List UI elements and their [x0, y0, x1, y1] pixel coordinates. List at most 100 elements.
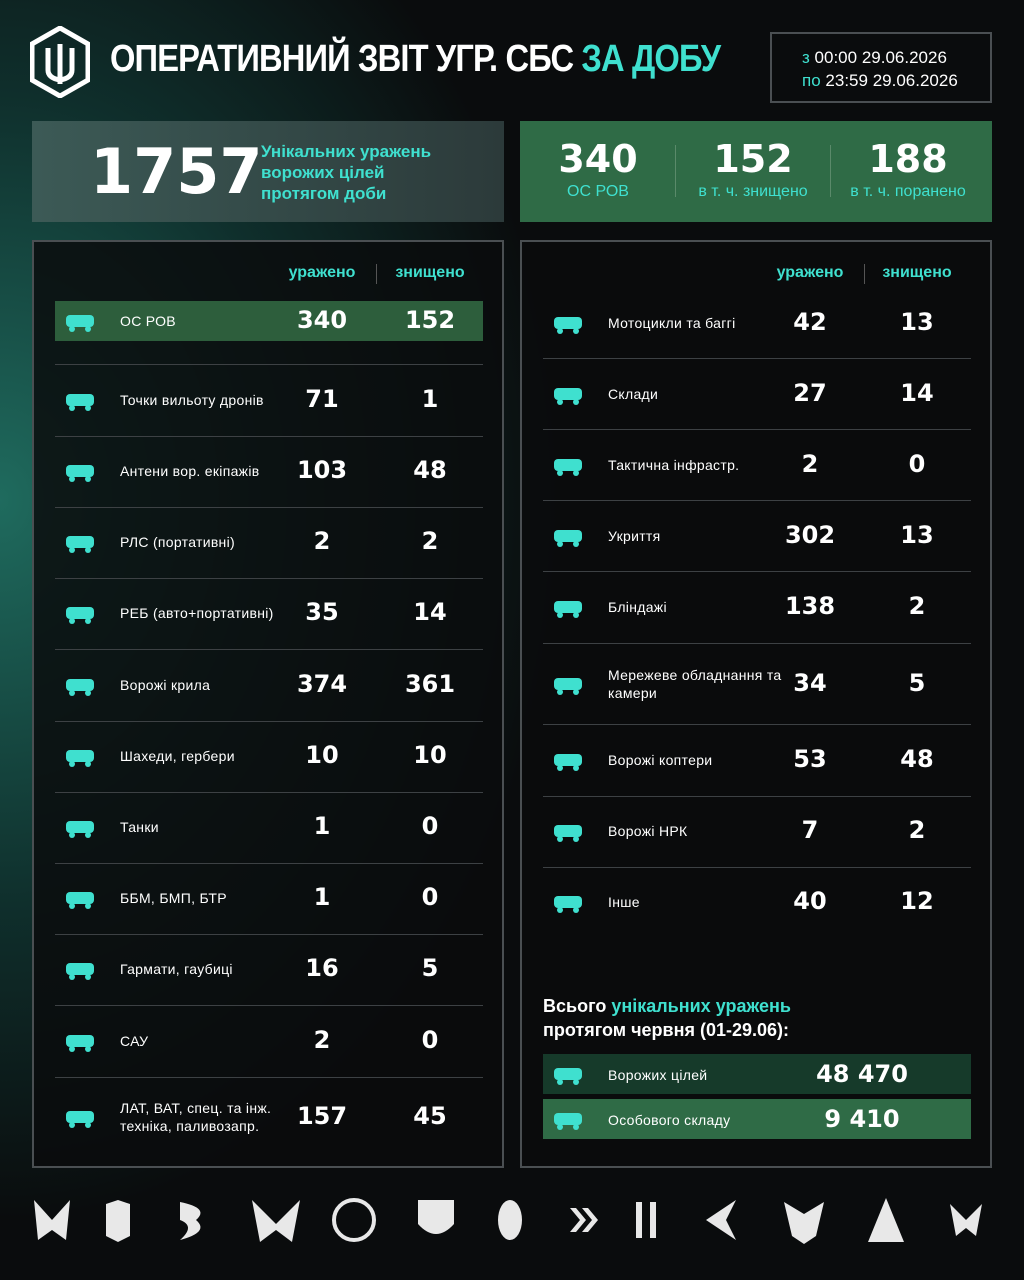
- row-icon: [554, 601, 582, 618]
- row-label: Мережеве обладнання та камери: [608, 667, 782, 701]
- row-hit: 35: [305, 598, 339, 626]
- row-separator: [55, 649, 483, 650]
- heading-part: Всього: [543, 996, 607, 1016]
- row-label: Укриття: [608, 528, 661, 544]
- heading-part: унікальних уражень: [611, 996, 791, 1016]
- row-destroyed: 13: [900, 308, 934, 336]
- total-box: 1757 Унікальних уражень ворожих цілей пр…: [32, 121, 504, 222]
- row-separator: [543, 358, 971, 359]
- left-panel: уражено знищено ОС РОВ 340 152 Точки вильоту …: [32, 240, 504, 1168]
- totals-label: Ворожих цілей: [608, 1067, 708, 1083]
- row-icon: [554, 825, 582, 842]
- personnel-box: 340 ОС РОВ 152 в т. ч. знищено 188 в т. ч. по…: [520, 121, 992, 222]
- row-label: РЕБ (авто+портативні): [120, 605, 274, 621]
- row-hit: 42: [793, 308, 827, 336]
- row-hit: 374: [296, 670, 348, 698]
- column-header: знищено: [882, 264, 952, 281]
- right-panel: уражено знищено Мотоцикли та баггі 42 13 Скла…: [520, 240, 992, 1168]
- row-icon: [66, 607, 94, 624]
- row-label: Тактична інфрастр.: [608, 457, 740, 473]
- row-icon: [66, 1111, 94, 1128]
- row-icon: [554, 896, 582, 913]
- row-hit: 10: [305, 741, 339, 769]
- row-label: Гармати, гаубиці: [120, 961, 233, 977]
- personnel-value: 152: [713, 137, 793, 181]
- column-header: уражено: [288, 264, 356, 281]
- row-separator: [543, 643, 971, 644]
- row-label: Ворожі крила: [120, 677, 211, 693]
- row-label: Точки вильоту дронів: [120, 392, 264, 408]
- row-hit: 103: [296, 456, 348, 484]
- row-hit: 34: [793, 669, 827, 697]
- row-label: Ворожі НРК: [608, 823, 688, 839]
- row-label: Шахеди, гербери: [120, 748, 235, 764]
- row-icon: [66, 315, 94, 332]
- row-separator: [543, 429, 971, 430]
- row-icon: [554, 459, 582, 476]
- row-label: Антени вор. екіпажів: [120, 463, 260, 479]
- row-icon: [66, 963, 94, 980]
- divider: [675, 145, 676, 197]
- row-destroyed: 13: [900, 521, 934, 549]
- row-label: ЛАТ, ВАТ, спец. та інж. техніка, паливоз…: [120, 1100, 272, 1134]
- row-highlight: [55, 301, 483, 341]
- row-destroyed: 12: [900, 887, 934, 915]
- unit-logos: [34, 1198, 982, 1244]
- row-hit: 1: [313, 883, 331, 911]
- row-icon: [554, 317, 582, 334]
- row-destroyed: 14: [413, 598, 447, 626]
- heading-part: протягом червня (01-29.06):: [543, 1020, 790, 1040]
- column-header: уражено: [776, 264, 844, 281]
- personnel-value: 340: [558, 137, 638, 181]
- total-label: Унікальних уражень ворожих цілей протяго…: [261, 142, 432, 203]
- row-hit: 138: [784, 592, 836, 620]
- row-destroyed: 361: [404, 670, 456, 698]
- row-hit: 302: [784, 521, 836, 549]
- row-label: Склади: [608, 386, 659, 402]
- row-destroyed: 1: [421, 385, 439, 413]
- row-hit: 16: [305, 954, 339, 982]
- row-destroyed: 0: [421, 1026, 439, 1054]
- personnel-value: 188: [868, 137, 948, 181]
- personnel-label: в т. ч. знищено: [698, 183, 808, 200]
- row-label: РЛС (портативні): [120, 534, 235, 550]
- row-destroyed: 2: [908, 816, 926, 844]
- row-destroyed: 5: [421, 954, 439, 982]
- divider: [863, 264, 865, 284]
- row-icon: [66, 750, 94, 767]
- row-hit: 7: [801, 816, 819, 844]
- row-separator: [55, 364, 483, 365]
- period-box: з 00:00 29.06.2026 по 23:59 29.06.2026: [770, 32, 992, 103]
- row-label: ОС РОВ: [120, 313, 176, 329]
- row-label: Інше: [608, 894, 640, 910]
- row-destroyed: 14: [900, 379, 934, 407]
- title: ОПЕРАТИВНИЙ ЗВІТ УГР. СБС ЗА ДОБУ: [110, 38, 721, 80]
- row-destroyed: 10: [413, 741, 447, 769]
- row-icon: [66, 679, 94, 696]
- totals-row: [543, 1054, 971, 1094]
- row-hit: 2: [313, 1026, 331, 1054]
- row-separator: [55, 507, 483, 508]
- row-hit: 53: [793, 745, 827, 773]
- row-hit: 2: [313, 527, 331, 555]
- row-icon: [66, 1035, 94, 1052]
- row-separator: [543, 724, 971, 725]
- row-icon: [554, 388, 582, 405]
- row-separator: [55, 863, 483, 864]
- row-destroyed: 152: [404, 306, 456, 334]
- row-separator: [543, 796, 971, 797]
- personnel-label: в т. ч. поранено: [850, 183, 966, 200]
- row-label: Мотоцикли та баггі: [608, 315, 736, 331]
- row-destroyed: 2: [421, 527, 439, 555]
- row-icon: [554, 678, 582, 695]
- totals-value: 9 410: [824, 1105, 900, 1133]
- divider: [830, 145, 831, 197]
- row-separator: [55, 721, 483, 722]
- totals-value: 48 470: [816, 1060, 908, 1088]
- row-hit: 2: [801, 450, 819, 478]
- row-destroyed: 5: [908, 669, 926, 697]
- row-destroyed: 48: [900, 745, 934, 773]
- row-separator: [55, 436, 483, 437]
- personnel-label: ОС РОВ: [567, 183, 629, 200]
